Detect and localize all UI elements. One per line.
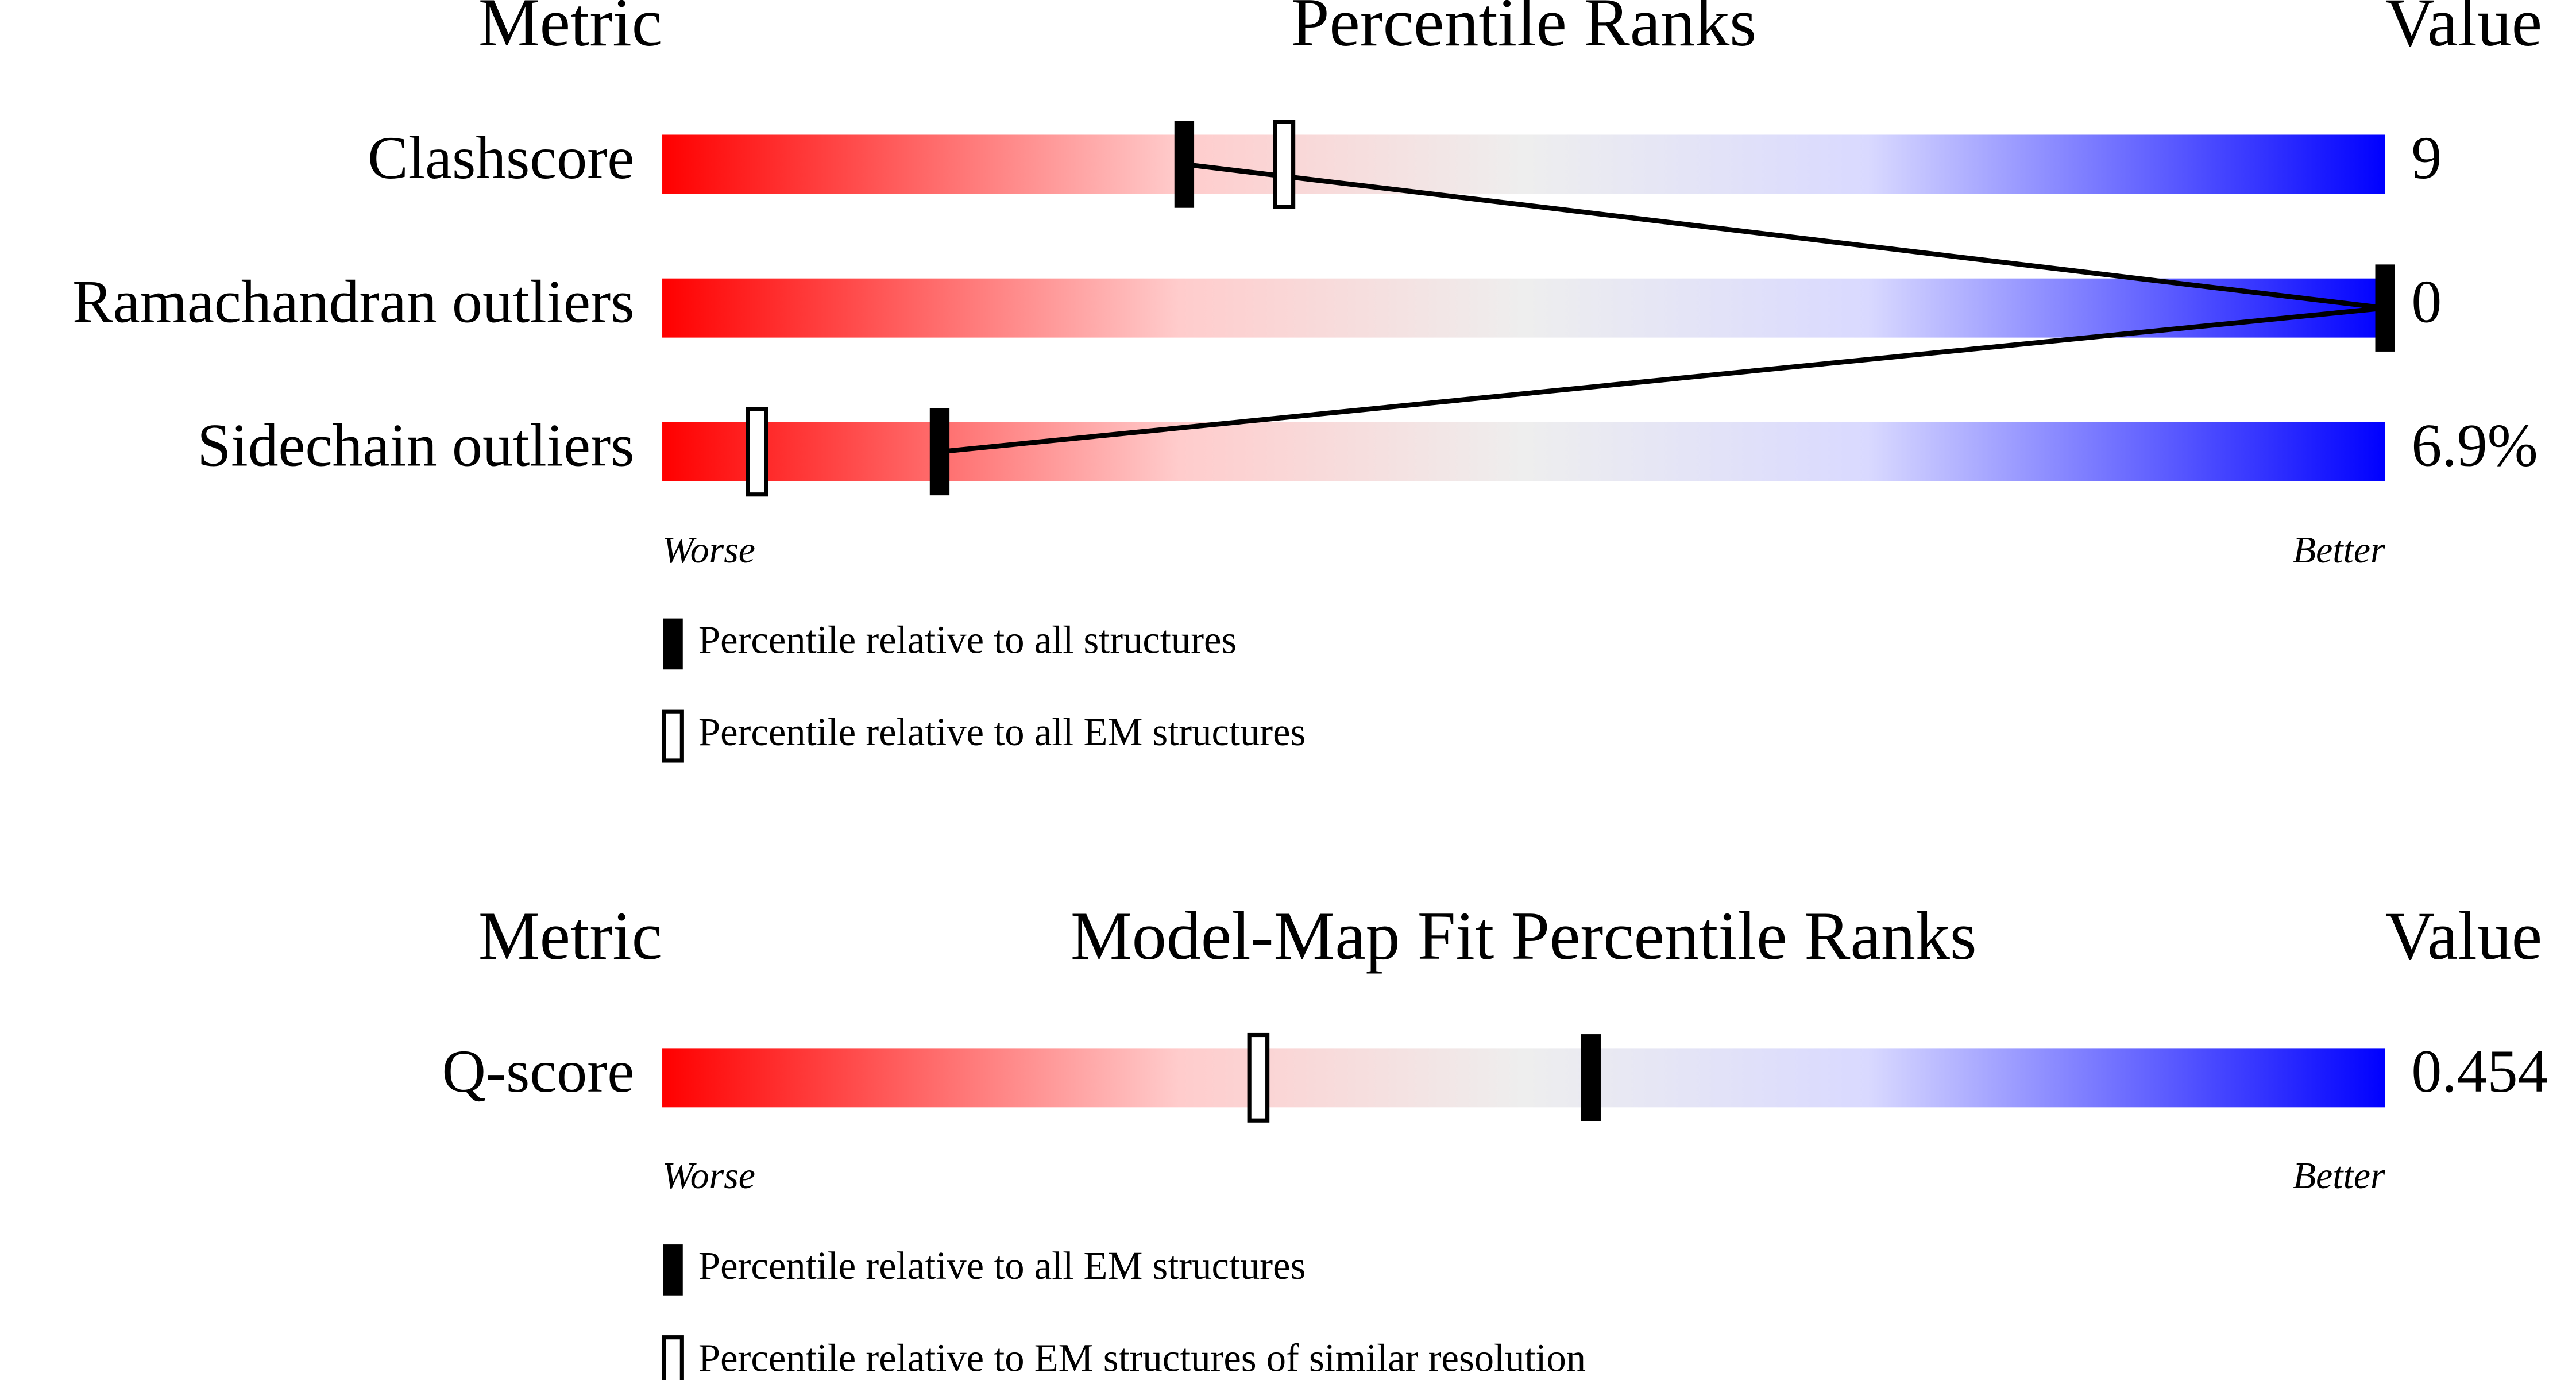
metric-value: 0.454 bbox=[2411, 1038, 2548, 1105]
legend-label: Percentile relative to all EM structures bbox=[698, 1244, 1306, 1288]
metric-value: 0 bbox=[2411, 268, 2442, 335]
chart-title: Percentile Ranks bbox=[1291, 0, 1756, 60]
worse-label: Worse bbox=[662, 1155, 755, 1197]
better-label: Better bbox=[2293, 1155, 2385, 1197]
filled-marker bbox=[1174, 121, 1195, 208]
chart-title: Model-Map Fit Percentile Ranks bbox=[1071, 897, 1977, 974]
legend-swatch bbox=[663, 1244, 683, 1296]
percentile-bar bbox=[662, 278, 2385, 338]
metric-label: Sidechain outliers bbox=[197, 412, 634, 479]
filled-marker bbox=[1581, 1034, 1601, 1121]
metric-header: Metric bbox=[478, 0, 662, 60]
percentile-bar bbox=[662, 134, 2385, 194]
legend-swatch bbox=[663, 618, 683, 670]
percentile-bar bbox=[662, 422, 2385, 481]
metric-label: Ramachandran outliers bbox=[72, 268, 634, 335]
open-marker bbox=[746, 407, 768, 497]
value-header: Value bbox=[2385, 897, 2542, 974]
legend-swatch bbox=[662, 1335, 684, 1380]
filled-marker bbox=[2375, 264, 2395, 352]
filled-marker bbox=[929, 408, 950, 496]
worse-label: Worse bbox=[662, 529, 755, 571]
better-label: Better bbox=[2293, 529, 2385, 571]
percentile-bar bbox=[662, 1048, 2385, 1108]
legend-label: Percentile relative to all EM structures bbox=[698, 710, 1306, 754]
open-marker bbox=[1273, 120, 1296, 209]
open-marker bbox=[1247, 1032, 1270, 1123]
value-header: Value bbox=[2385, 0, 2542, 60]
metric-header: Metric bbox=[478, 897, 662, 974]
metric-value: 6.9% bbox=[2411, 412, 2538, 479]
legend-label: Percentile relative to all structures bbox=[698, 618, 1237, 662]
metric-label: Clashscore bbox=[368, 124, 634, 191]
legend-label: Percentile relative to EM structures of … bbox=[698, 1336, 1586, 1379]
metric-label: Q-score bbox=[442, 1038, 635, 1105]
metric-value: 9 bbox=[2411, 124, 2442, 191]
legend-swatch bbox=[662, 709, 684, 763]
